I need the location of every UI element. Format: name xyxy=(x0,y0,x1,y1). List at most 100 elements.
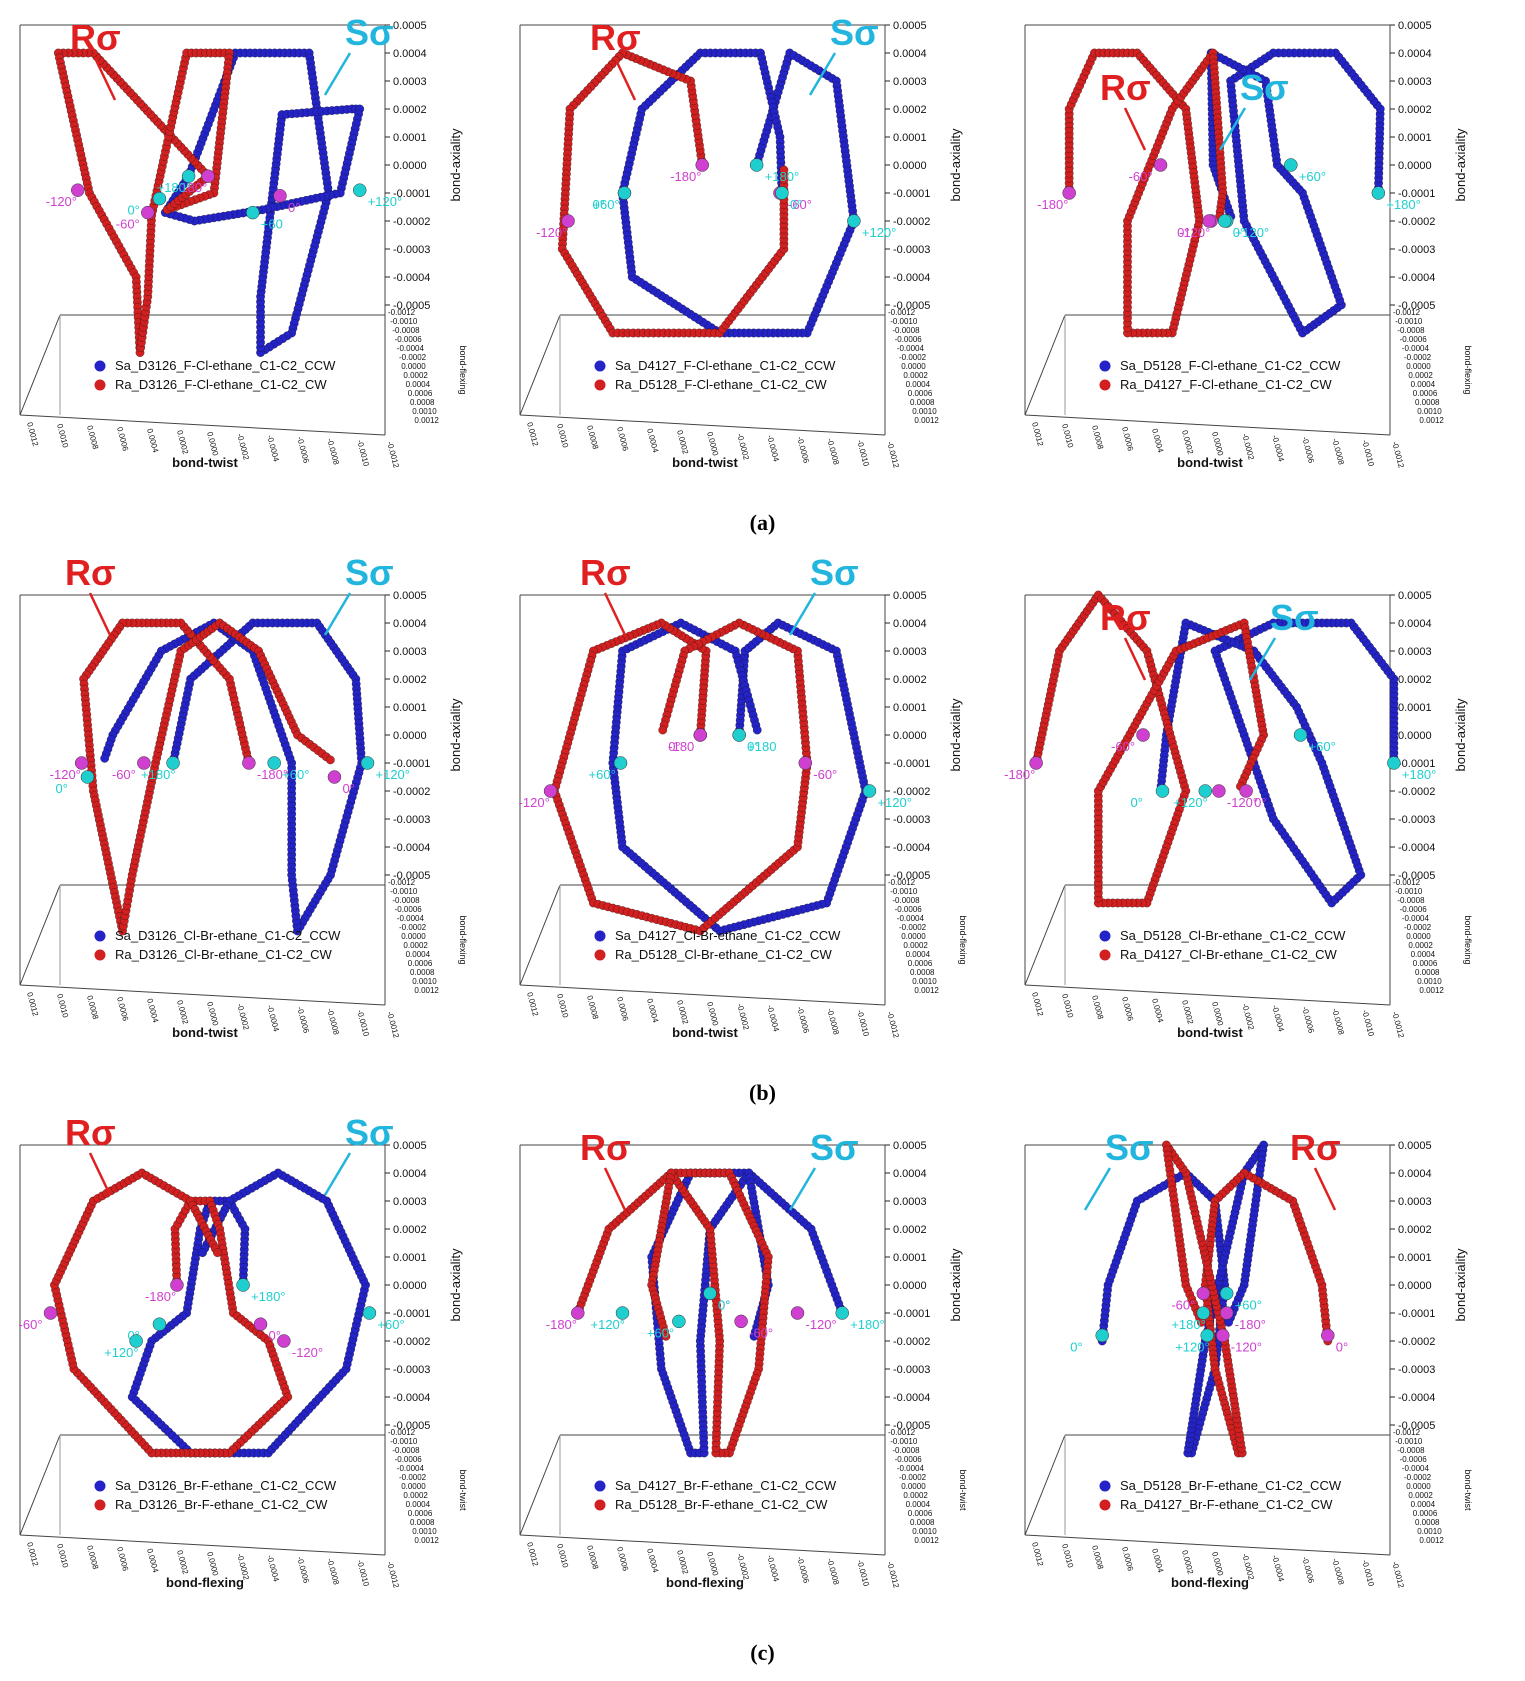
angle-marker xyxy=(1216,1328,1230,1343)
y-tick-label: -0.0005 xyxy=(893,870,930,882)
y-tick-label: -0.0005 xyxy=(1398,300,1435,312)
row-caption-c: (c) xyxy=(750,1640,775,1665)
z-tick-label: -0.0008 xyxy=(392,1446,420,1455)
chart-panel: 0.0005 0.0004 0.0003 0.0002 0.0001 0.0000 -0.0… xyxy=(5,5,495,495)
z-tick-label: 0.0004 xyxy=(406,950,431,959)
chart-svg: 0.00050.00040.00030.00020.00010.0000-0.0… xyxy=(19,1112,468,1590)
angle-label: +120° xyxy=(1235,225,1269,240)
angle-label: -180° xyxy=(546,1317,577,1332)
x-tick-label: 0.0004 xyxy=(645,998,660,1024)
angle-marker xyxy=(74,756,89,770)
x-tick-label: 0.0006 xyxy=(615,1546,630,1572)
x-tick-label: -0.0008 xyxy=(1330,1007,1346,1036)
y-tick-label: 0.0003 xyxy=(893,646,927,658)
blue-bead xyxy=(198,1248,207,1258)
x-tick-label: 0.0006 xyxy=(115,996,130,1022)
z-tick-label: 0.0012 xyxy=(414,1536,439,1545)
R-arrow xyxy=(88,1152,112,1196)
x-tick-label: 0.0012 xyxy=(1030,1541,1045,1567)
y-tick-label: -0.0003 xyxy=(393,244,430,256)
y-axis-label: bond-axiality xyxy=(448,1248,463,1321)
y-tick-label: -0.0004 xyxy=(1398,1392,1435,1404)
angle-marker xyxy=(267,756,281,770)
x-tick-label: 0.0000 xyxy=(705,1551,720,1577)
chart-panel: 0.0005 0.0004 0.0003 0.0002 0.0001 0.0000 -0.0… xyxy=(505,5,995,495)
x-tick-label: 0.0012 xyxy=(1030,991,1045,1017)
legend-swatch xyxy=(594,379,606,391)
x-tick-label: 0.0010 xyxy=(555,1543,570,1569)
angle-label: -60° xyxy=(1129,169,1153,184)
R-sigma-label: Rσ xyxy=(65,552,116,593)
z-tick-label: 0.0008 xyxy=(1415,398,1440,407)
angle-marker xyxy=(1136,728,1150,742)
x-tick-label: -0.0006 xyxy=(1300,1006,1316,1035)
x-tick-label: -0.0006 xyxy=(1300,436,1316,465)
z-tick-label: 0.0004 xyxy=(906,950,931,959)
angle-marker xyxy=(543,784,558,798)
z-tick-label: -0.0012 xyxy=(888,878,916,887)
y-tick-label: 0.0003 xyxy=(1398,76,1432,88)
y-tick-label: 0.0002 xyxy=(393,104,427,116)
z-tick-label: -0.0002 xyxy=(899,353,927,362)
z-tick-label: -0.0010 xyxy=(890,317,918,326)
y-tick-label: 0.0005 xyxy=(1398,1140,1432,1152)
angle-marker xyxy=(693,728,708,742)
legend-swatch xyxy=(94,360,106,372)
z-tick-label: -0.0006 xyxy=(895,1455,923,1464)
y-tick-label: 0.0001 xyxy=(893,1252,927,1264)
angle-label: +60° xyxy=(1309,739,1336,754)
x-tick-label: -0.0012 xyxy=(385,1010,401,1039)
z-tick-label: -0.0004 xyxy=(1402,1464,1430,1473)
angle-marker xyxy=(1212,784,1226,798)
angle-marker xyxy=(571,1306,585,1320)
angle-label: -120° xyxy=(806,1317,837,1332)
z-tick-label: 0.0002 xyxy=(1408,941,1433,950)
x-tick-label: -0.0010 xyxy=(855,439,871,468)
angle-label: -60° xyxy=(749,1325,773,1340)
chart-panel: 0.0005 0.0004 0.0003 0.0002 0.0001 0.0000 -0.0… xyxy=(505,1125,995,1615)
x-tick-label: 0.0002 xyxy=(175,429,190,455)
row-caption-a: (a) xyxy=(749,510,776,535)
x-tick-label: 0.0000 xyxy=(705,1001,720,1027)
red-bead xyxy=(661,1331,671,1341)
chart-panel: 0.0005 0.0004 0.0003 0.0002 0.0001 0.0000 -0.0… xyxy=(1010,5,1500,495)
angle-marker xyxy=(137,756,151,770)
axis-frame-line xyxy=(519,314,561,416)
S-sigma-label: Sσ xyxy=(810,552,859,593)
angle-marker xyxy=(1202,214,1216,228)
angle-marker xyxy=(790,1306,805,1320)
axis-frame-line xyxy=(519,884,561,986)
x-tick-label: -0.0006 xyxy=(295,436,311,465)
angle-marker xyxy=(617,186,632,200)
x-tick-label: 0.0000 xyxy=(1210,431,1225,457)
legend-swatch xyxy=(94,930,106,942)
angle-marker xyxy=(362,1306,377,1320)
y-tick-label: 0.0003 xyxy=(1398,1196,1432,1208)
x-axis-label: bond-flexing xyxy=(666,1575,744,1590)
legend-swatch xyxy=(1099,1499,1111,1511)
y-tick-label: 0.0001 xyxy=(393,702,427,714)
x-axis-label: bond-twist xyxy=(672,1025,738,1040)
y-tick-label: 0.0004 xyxy=(893,48,927,60)
x-axis-label: bond-twist xyxy=(672,455,738,470)
y-tick-label: -0.0004 xyxy=(1398,272,1435,284)
angle-marker xyxy=(732,728,746,742)
angle-label: -180° xyxy=(1037,197,1068,212)
legend-swatch xyxy=(94,1499,106,1511)
x-axis-label: bond-flexing xyxy=(1171,1575,1249,1590)
y-tick-label: -0.0001 xyxy=(393,188,430,200)
angle-label: -120° xyxy=(46,194,77,209)
x-axis-label: bond-twist xyxy=(172,455,238,470)
z-tick-label: -0.0006 xyxy=(395,335,423,344)
angle-label: +180 xyxy=(747,739,776,754)
x-tick-label: 0.0006 xyxy=(115,1546,130,1572)
chart-svg: 0.00050.00040.00030.00020.00010.0000-0.0… xyxy=(19,12,468,470)
angle-label: -60° xyxy=(1111,739,1135,754)
z-axis-label: bond-twist xyxy=(1463,1469,1473,1511)
z-tick-label: -0.0012 xyxy=(1393,878,1421,887)
chart-panel: 0.0005 0.0004 0.0003 0.0002 0.0001 0.0000 -0.0… xyxy=(505,552,995,1065)
z-axis-label: bond-twist xyxy=(958,1469,968,1511)
y-tick-label: 0.0002 xyxy=(893,104,927,116)
angle-marker xyxy=(672,1314,686,1329)
z-tick-label: 0.0012 xyxy=(914,986,939,995)
